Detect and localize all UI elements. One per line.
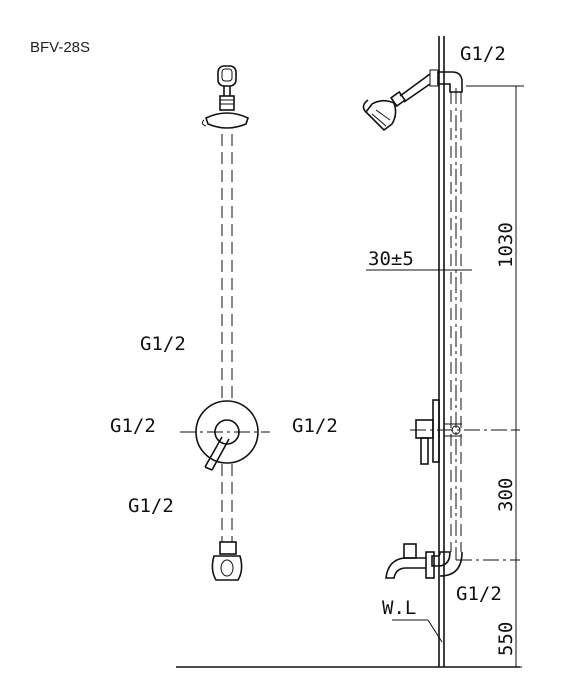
riser-pipe-front-upper <box>221 134 233 400</box>
dim-label-upper: 1030 <box>495 222 517 268</box>
shower-head-front <box>201 95 249 129</box>
mixer-valve-side <box>410 399 520 465</box>
tub-spout-front <box>211 541 243 581</box>
front-label-bottom: G1/2 <box>128 495 174 517</box>
side-label-water-level: W.L <box>382 597 416 619</box>
side-label-bottom-inlet: G1/2 <box>456 583 502 605</box>
concealed-riser-pipe <box>450 88 462 560</box>
front-view: G1/2 G1/2 G1/2 G1/2 <box>110 65 338 581</box>
water-level-leader <box>392 619 443 643</box>
top-elbow <box>429 69 463 93</box>
dim-label-lower: 550 <box>495 622 517 656</box>
mixer-valve-front <box>180 400 270 471</box>
model-title: BFV-28S <box>30 39 90 56</box>
tub-spout-side <box>385 543 520 579</box>
front-label-top: G1/2 <box>140 333 186 355</box>
dim-label-middle: 300 <box>495 478 517 512</box>
front-label-left: G1/2 <box>110 415 156 437</box>
dimension-lines <box>466 85 524 668</box>
top-wall-bracket <box>217 65 237 96</box>
front-label-right: G1/2 <box>292 415 338 437</box>
side-label-top-inlet: G1/2 <box>460 43 506 65</box>
side-label-offset: 30±5 <box>368 248 414 270</box>
riser-pipe-front-lower <box>221 464 233 542</box>
wall-section <box>438 36 445 667</box>
shower-arm <box>389 73 431 108</box>
side-view: G1/2 30±5 G1/2 W.L 1030 300 550 <box>176 36 524 668</box>
shower-head-side <box>362 99 397 132</box>
